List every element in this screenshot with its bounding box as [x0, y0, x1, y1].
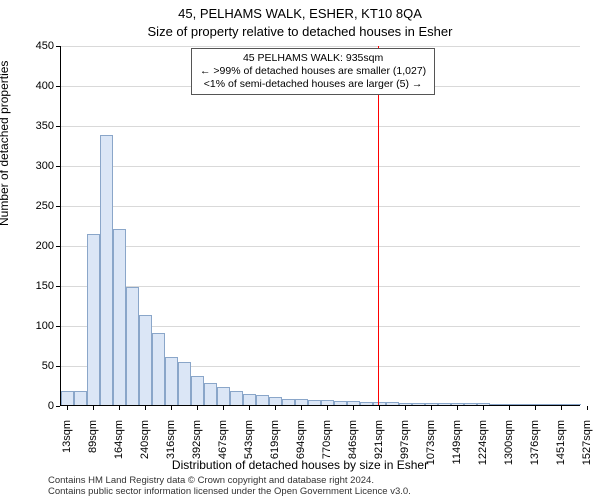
y-tick-label: 100: [6, 320, 54, 332]
y-tick-label: 0: [6, 400, 54, 412]
histogram-bar: [477, 403, 490, 405]
histogram-bar: [230, 391, 243, 405]
histogram-bar: [204, 383, 217, 405]
histogram-bar: [295, 399, 308, 405]
y-tick-mark: [56, 46, 60, 47]
x-tick-mark: [327, 406, 328, 410]
y-tick-mark: [56, 86, 60, 87]
histogram-bar: [399, 403, 412, 405]
histogram-bar: [126, 287, 139, 405]
y-tick-label: 150: [6, 280, 54, 292]
histogram-bar: [113, 229, 126, 405]
y-tick-mark: [56, 326, 60, 327]
x-tick-mark: [379, 406, 380, 410]
histogram-bar: [152, 333, 165, 405]
histogram-bar: [542, 404, 555, 405]
y-tick-mark: [56, 246, 60, 247]
x-tick-mark: [249, 406, 250, 410]
x-tick-mark: [405, 406, 406, 410]
x-tick-mark: [509, 406, 510, 410]
x-tick-mark: [457, 406, 458, 410]
histogram-bar: [321, 400, 334, 405]
y-tick-label: 450: [6, 40, 54, 52]
histogram-bar: [165, 357, 178, 405]
y-tick-label: 350: [6, 120, 54, 132]
grid-line: [61, 246, 580, 247]
histogram-bar: [282, 399, 295, 405]
y-tick-label: 400: [6, 80, 54, 92]
histogram-bar: [412, 403, 425, 405]
histogram-bar: [87, 234, 100, 405]
x-tick-mark: [275, 406, 276, 410]
histogram-bar: [464, 403, 477, 405]
histogram-bar: [347, 401, 360, 405]
footer-attribution: Contains HM Land Registry data © Crown c…: [48, 476, 411, 498]
histogram-bar: [100, 135, 113, 405]
grid-line: [61, 46, 580, 47]
annotation-line1: 45 PELHAMS WALK: 935sqm: [200, 52, 426, 65]
title-subtitle: Size of property relative to detached ho…: [0, 24, 600, 39]
x-tick-mark: [119, 406, 120, 410]
histogram-bar: [269, 397, 282, 405]
histogram-bar: [503, 404, 516, 405]
property-marker-line: [378, 46, 379, 405]
grid-line: [61, 166, 580, 167]
y-tick-label: 300: [6, 160, 54, 172]
x-tick-mark: [353, 406, 354, 410]
annotation-box: 45 PELHAMS WALK: 935sqm← >99% of detache…: [191, 48, 435, 95]
x-tick-mark: [171, 406, 172, 410]
x-tick-mark: [197, 406, 198, 410]
histogram-bar: [139, 315, 152, 405]
grid-line: [61, 126, 580, 127]
x-tick-mark: [535, 406, 536, 410]
histogram-bar: [529, 404, 542, 405]
x-tick-mark: [93, 406, 94, 410]
histogram-bar: [425, 403, 438, 405]
histogram-bar: [308, 400, 321, 405]
histogram-bar: [516, 404, 529, 405]
footer-line2: Contains public sector information licen…: [48, 487, 411, 498]
histogram-bar: [386, 402, 399, 405]
histogram-bar: [178, 362, 191, 405]
y-tick-label: 50: [6, 360, 54, 372]
histogram-bar: [61, 391, 74, 405]
histogram-bar: [74, 391, 87, 405]
title-address: 45, PELHAMS WALK, ESHER, KT10 8QA: [0, 6, 600, 21]
y-tick-mark: [56, 366, 60, 367]
x-tick-mark: [145, 406, 146, 410]
y-tick-mark: [56, 166, 60, 167]
annotation-line2: ← >99% of detached houses are smaller (1…: [200, 65, 426, 78]
y-tick-label: 250: [6, 200, 54, 212]
y-tick-label: 200: [6, 240, 54, 252]
y-tick-mark: [56, 286, 60, 287]
x-tick-mark: [301, 406, 302, 410]
histogram-bar: [373, 402, 386, 405]
plot-area: 45 PELHAMS WALK: 935sqm← >99% of detache…: [60, 46, 580, 406]
y-tick-mark: [56, 406, 60, 407]
histogram-bar: [217, 387, 230, 405]
annotation-line3: <1% of semi-detached houses are larger (…: [200, 78, 426, 91]
x-tick-mark: [483, 406, 484, 410]
histogram-bar: [568, 404, 581, 405]
x-tick-mark: [561, 406, 562, 410]
histogram-bar: [243, 394, 256, 405]
histogram-bar: [256, 395, 269, 405]
chart-root: 45, PELHAMS WALK, ESHER, KT10 8QA Size o…: [0, 0, 600, 500]
histogram-bar: [334, 401, 347, 405]
histogram-bar: [438, 403, 451, 405]
histogram-bar: [191, 376, 204, 405]
histogram-bar: [451, 403, 464, 405]
histogram-bar: [555, 404, 568, 405]
x-axis-label: Distribution of detached houses by size …: [0, 458, 600, 472]
x-tick-mark: [67, 406, 68, 410]
histogram-bar: [490, 404, 503, 405]
y-tick-mark: [56, 126, 60, 127]
x-tick-mark: [431, 406, 432, 410]
x-tick-mark: [223, 406, 224, 410]
grid-line: [61, 206, 580, 207]
histogram-bar: [360, 402, 373, 405]
y-tick-mark: [56, 206, 60, 207]
x-tick-mark: [587, 406, 588, 410]
